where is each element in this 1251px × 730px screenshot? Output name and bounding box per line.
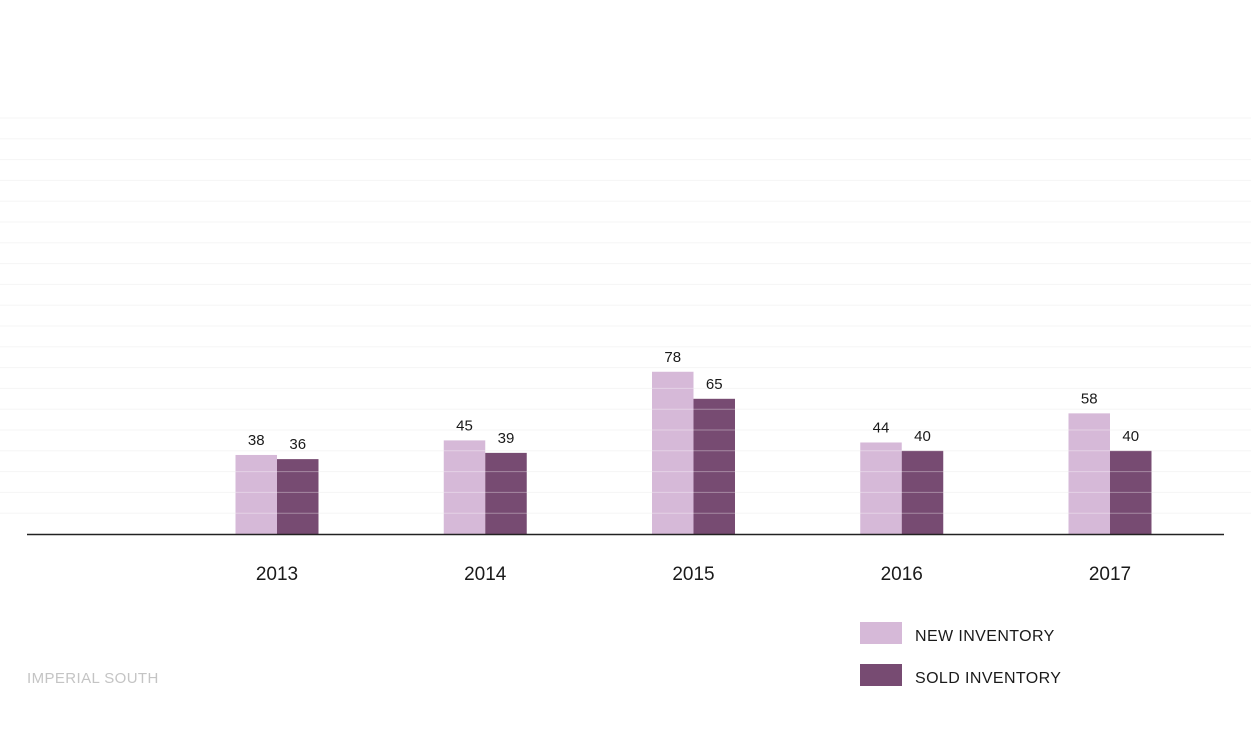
data-label-sold-inventory-2017: 40 — [1122, 428, 1139, 445]
bar-sold-inventory-2013 — [277, 459, 319, 534]
data-label-sold-inventory-2013: 36 — [289, 436, 306, 453]
bar-sold-inventory-2015 — [693, 398, 735, 534]
bar-sold-inventory-2014 — [485, 452, 527, 534]
bar-new-inventory-2015 — [652, 371, 694, 534]
grid-lines — [0, 117, 1251, 514]
bar-new-inventory-2017 — [1068, 413, 1110, 534]
data-label-sold-inventory-2014: 39 — [498, 430, 515, 447]
x-tick-label-2013: 2013 — [256, 564, 298, 585]
x-tick-labels: 2013 2014 2015 2016 2017 — [256, 564, 1131, 585]
x-tick-label-2014: 2014 — [464, 564, 507, 585]
data-label-new-inventory-2016: 44 — [873, 419, 890, 436]
data-label-new-inventory-2015: 78 — [664, 349, 681, 366]
bars — [235, 371, 1152, 534]
x-tick-label-2015: 2015 — [672, 564, 714, 585]
bar-new-inventory-2013 — [235, 454, 277, 534]
data-label-new-inventory-2017: 58 — [1081, 390, 1098, 407]
data-label-sold-inventory-2016: 40 — [914, 428, 931, 445]
data-label-new-inventory-2013: 38 — [248, 432, 265, 449]
legend-item-sold-inventory: SOLD INVENTORY — [860, 664, 1062, 687]
legend-item-new-inventory: NEW INVENTORY — [860, 622, 1061, 645]
bar-sold-inventory-2017 — [1110, 450, 1152, 534]
data-labels: 38 36 45 39 78 65 44 40 58 40 — [248, 349, 1139, 453]
bar-new-inventory-2014 — [443, 440, 486, 534]
bar-grid-overlay — [0, 117, 1251, 514]
bar-sold-inventory-2016 — [901, 450, 944, 534]
x-tick-label-2017: 2017 — [1089, 564, 1131, 585]
legend: NEW INVENTORY SOLD INVENTORY — [860, 622, 1061, 706]
legend-swatch-sold-inventory — [860, 664, 902, 686]
data-label-new-inventory-2014: 45 — [456, 417, 473, 434]
x-tick-label-2016: 2016 — [881, 564, 923, 585]
legend-label-sold-inventory: SOLD INVENTORY — [915, 670, 1062, 687]
source-label: IMPERIAL SOUTH — [27, 670, 159, 687]
legend-label-new-inventory: NEW INVENTORY — [915, 628, 1055, 645]
data-label-sold-inventory-2015: 65 — [706, 376, 723, 393]
legend-swatch-new-inventory — [860, 622, 902, 644]
bar-new-inventory-2016 — [860, 442, 902, 534]
